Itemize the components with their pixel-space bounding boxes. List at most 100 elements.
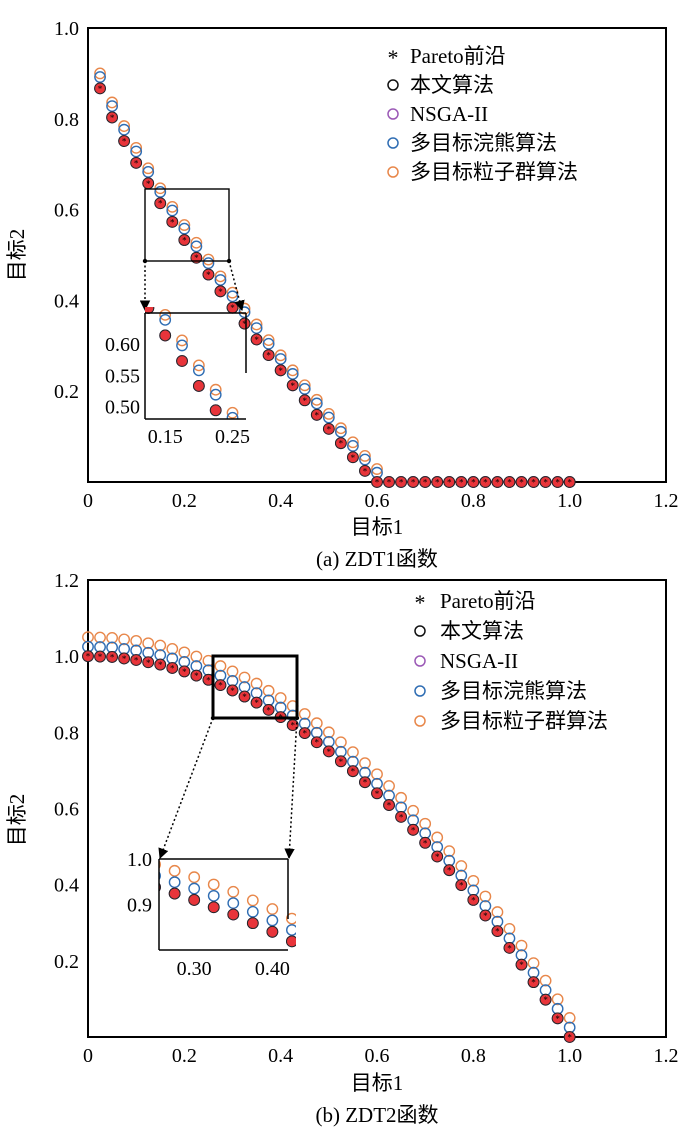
inset-data-point [168, 876, 181, 889]
data-point-star: * [375, 478, 380, 488]
inset-data-point [159, 313, 172, 326]
chart-panel-b: * * * * * * * * * * * * * * * * * * * * * * * * * * * * * * * * * * * * * * * *… [5, 570, 679, 1127]
data-point [503, 476, 515, 488]
data-point [467, 874, 480, 887]
data-point-star: * [230, 686, 235, 696]
data-point [347, 765, 359, 777]
x-tick-label: 1.2 [654, 490, 679, 512]
data-point [202, 253, 215, 266]
zoom-arrow [228, 260, 245, 312]
data-point [515, 959, 527, 971]
data-point [178, 646, 191, 659]
data-point-star: * [363, 778, 368, 788]
data-point [166, 204, 179, 217]
data-point [239, 691, 251, 703]
data-point-star: * [567, 1033, 572, 1043]
data-point-star: * [290, 381, 295, 391]
data-point [287, 379, 299, 391]
data-point [431, 476, 443, 488]
inset-data-point [246, 894, 259, 907]
data-point [347, 440, 359, 452]
data-point [106, 96, 118, 109]
data-point [262, 337, 275, 350]
series-pso [82, 631, 576, 1024]
inset-x-tick-label: 0.30 [177, 958, 212, 980]
data-point [275, 364, 287, 376]
data-point [202, 257, 215, 270]
data-point [311, 736, 323, 748]
data-point [540, 994, 552, 1006]
data-point-star: * [303, 396, 308, 406]
inset-data-point [159, 871, 161, 881]
zoom-arrow-origin [210, 715, 216, 721]
legend-label: 多目标浣熊算法 [440, 679, 587, 703]
inset-data-point [227, 909, 239, 921]
inset-data-point [286, 924, 296, 936]
data-point [238, 671, 251, 684]
data-point [94, 82, 106, 94]
data-point [214, 285, 226, 297]
data-point-star: * [110, 113, 115, 123]
data-point [298, 383, 311, 395]
data-point-star: * [122, 137, 127, 147]
data-point [130, 145, 143, 158]
x-tick-label: 0.6 [365, 490, 390, 512]
data-point-star: * [363, 466, 368, 476]
inset-data-point [126, 275, 136, 285]
data-point [552, 1012, 564, 1024]
legend-label: 多目标粒子群算法 [410, 160, 578, 184]
data-point-star: * [98, 652, 103, 662]
y-tick-label: 0.8 [54, 109, 79, 131]
data-point-star: * [531, 478, 536, 488]
inset-points [159, 860, 296, 948]
inset-data-point [226, 411, 239, 419]
data-point [166, 216, 178, 228]
data-point-star: * [266, 705, 271, 715]
data-point [82, 631, 94, 644]
data-point [106, 111, 118, 123]
y-axis-label: 目标2 [5, 229, 29, 282]
legend-label: Pareto前沿 [440, 589, 536, 613]
data-point-star: * [254, 335, 259, 345]
y-tick-label: 1.0 [54, 18, 79, 40]
data-point [263, 704, 275, 716]
plot-frame [87, 27, 667, 483]
data-point [130, 654, 142, 666]
data-point [322, 411, 335, 424]
data-point [214, 274, 227, 286]
data-point-star: * [182, 667, 187, 677]
data-point-star: * [158, 660, 163, 670]
data-point [467, 894, 479, 906]
data-point [154, 197, 166, 209]
data-point [528, 976, 540, 988]
data-point [515, 939, 528, 952]
y-tick-label: 0.4 [54, 290, 79, 312]
inset: 0.30 0.40 1.0 0.9 [127, 849, 296, 980]
x-axis-label: 目标1 [351, 1071, 404, 1095]
zoom-region [211, 654, 299, 720]
y-tick-label: 0.6 [54, 200, 79, 222]
data-point [154, 639, 167, 652]
inset-y-tick-label: 0.60 [105, 334, 140, 356]
legend-marker-nsga [414, 655, 426, 667]
data-point [154, 185, 167, 198]
data-point-star: * [146, 179, 151, 189]
data-point [322, 726, 335, 739]
data-point [334, 422, 347, 435]
inset-data-point [145, 307, 154, 314]
data-point [310, 393, 323, 406]
chart-panel-a: ************************ * * * * * * * * * * * * * * * *… [5, 18, 679, 571]
data-point-star: * [327, 747, 332, 757]
data-point [287, 719, 299, 731]
legend-marker-nsga [387, 108, 399, 120]
data-point [251, 697, 263, 709]
data-point [431, 850, 443, 862]
data-point-star: * [375, 789, 380, 799]
data-point-star: * [146, 658, 151, 668]
data-point-star: * [194, 253, 199, 263]
data-point [166, 662, 178, 674]
data-point [178, 222, 191, 235]
data-point [347, 436, 359, 449]
data-point-star: * [423, 478, 428, 488]
